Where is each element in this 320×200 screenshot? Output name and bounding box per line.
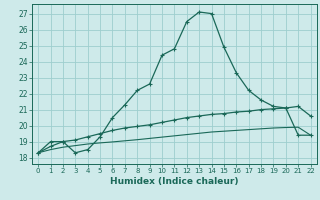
- X-axis label: Humidex (Indice chaleur): Humidex (Indice chaleur): [110, 177, 239, 186]
